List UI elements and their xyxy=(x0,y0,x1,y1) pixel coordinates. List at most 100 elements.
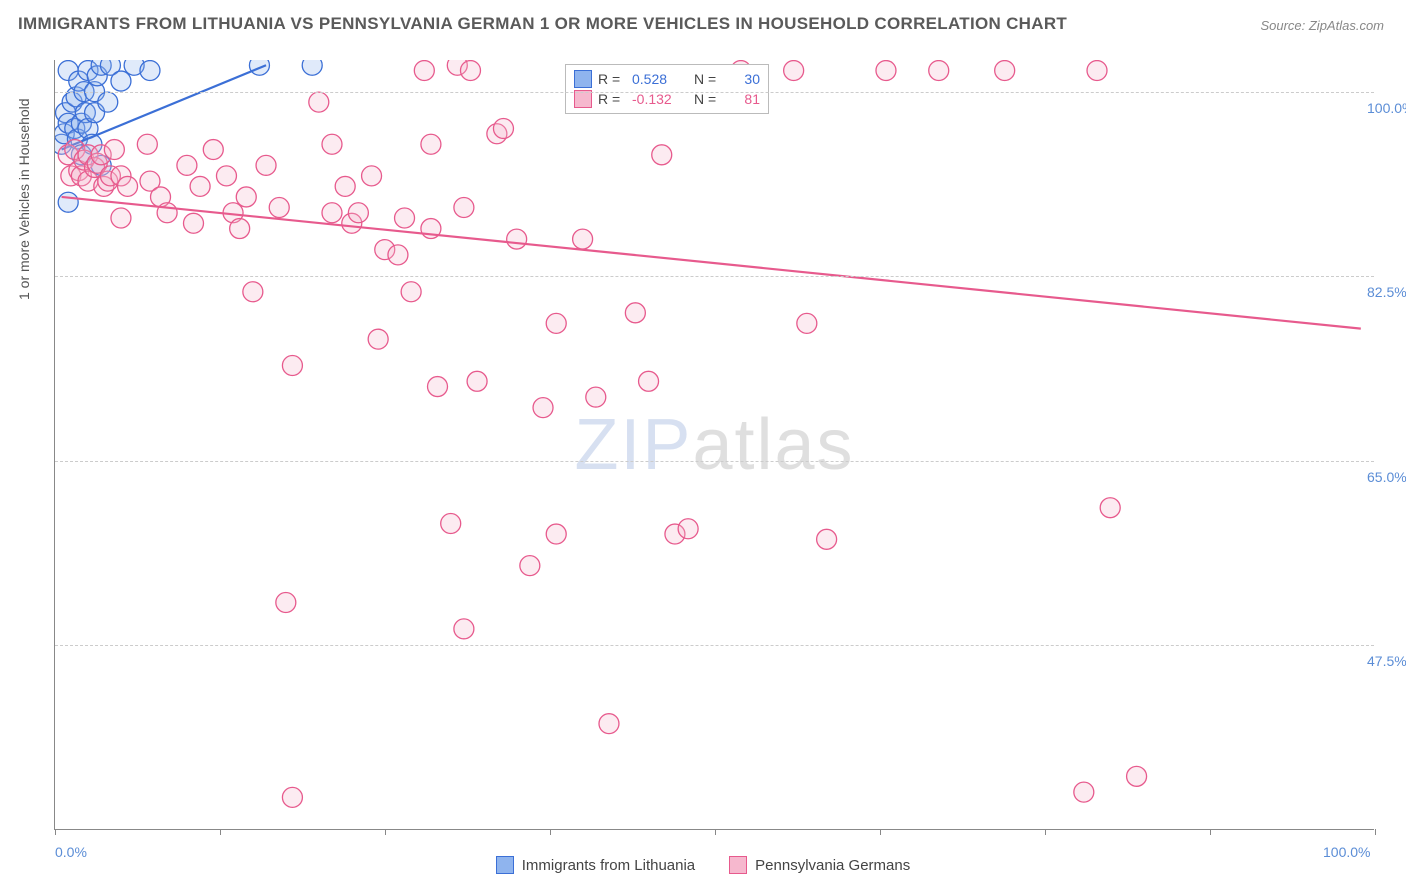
n-label: N = xyxy=(694,91,724,107)
data-point-penn_german xyxy=(546,524,566,544)
data-point-penn_german xyxy=(184,213,204,233)
x-tick xyxy=(55,829,56,835)
plot-area: ZIPatlas R = 0.528 N = 30 R = -0.132 N =… xyxy=(54,60,1374,830)
data-point-penn_german xyxy=(414,61,434,81)
scatter-svg xyxy=(55,60,1374,829)
x-tick xyxy=(1210,829,1211,835)
data-point-lithuania xyxy=(111,71,131,91)
data-point-penn_german xyxy=(678,519,698,539)
gridline xyxy=(55,461,1374,462)
y-axis-label: 1 or more Vehicles in Household xyxy=(16,98,32,300)
data-point-penn_german xyxy=(625,303,645,323)
data-point-penn_german xyxy=(876,61,896,81)
r-value-lithuania: 0.528 xyxy=(632,71,688,87)
r-value-penn: -0.132 xyxy=(632,91,688,107)
gridline xyxy=(55,92,1374,93)
data-point-penn_german xyxy=(203,140,223,160)
data-point-penn_german xyxy=(177,155,197,175)
bottom-legend: Immigrants from Lithuania Pennsylvania G… xyxy=(0,856,1406,874)
data-point-lithuania xyxy=(140,61,160,81)
data-point-penn_german xyxy=(322,203,342,223)
data-point-penn_german xyxy=(388,245,408,265)
data-point-penn_german xyxy=(322,134,342,154)
x-tick xyxy=(715,829,716,835)
data-point-penn_german xyxy=(104,140,124,160)
data-point-penn_german xyxy=(797,313,817,333)
data-point-lithuania xyxy=(58,192,78,212)
legend-row-lithuania: R = 0.528 N = 30 xyxy=(574,69,760,89)
r-label: R = xyxy=(598,71,626,87)
data-point-penn_german xyxy=(1127,766,1147,786)
y-tick-label: 82.5% xyxy=(1367,284,1406,300)
data-point-penn_german xyxy=(309,92,329,112)
data-point-penn_german xyxy=(111,208,131,228)
data-point-penn_german xyxy=(216,166,236,186)
source-label: Source: ZipAtlas.com xyxy=(1260,18,1384,33)
legend-item-lithuania: Immigrants from Lithuania xyxy=(496,856,695,874)
data-point-penn_german xyxy=(157,203,177,223)
legend-swatch-penn xyxy=(574,90,592,108)
data-point-penn_german xyxy=(137,134,157,154)
data-point-penn_german xyxy=(368,329,388,349)
data-point-penn_german xyxy=(428,377,448,397)
data-point-penn_german xyxy=(454,197,474,217)
data-point-penn_german xyxy=(395,208,415,228)
y-tick-label: 65.0% xyxy=(1367,469,1406,485)
swatch-lithuania xyxy=(496,856,514,874)
data-point-penn_german xyxy=(401,282,421,302)
data-point-penn_german xyxy=(929,61,949,81)
data-point-penn_german xyxy=(190,176,210,196)
n-value-lithuania: 30 xyxy=(730,71,760,87)
data-point-penn_german xyxy=(1074,782,1094,802)
data-point-penn_german xyxy=(335,176,355,196)
data-point-penn_german xyxy=(1087,61,1107,81)
data-point-penn_german xyxy=(256,155,276,175)
data-point-lithuania xyxy=(302,60,322,75)
data-point-penn_german xyxy=(995,61,1015,81)
legend-label-penn: Pennsylvania Germans xyxy=(755,857,910,874)
x-tick xyxy=(550,829,551,835)
data-point-lithuania xyxy=(98,92,118,112)
y-tick-label: 47.5% xyxy=(1367,653,1406,669)
gridline xyxy=(55,276,1374,277)
legend-swatch-lithuania xyxy=(574,70,592,88)
chart-title: IMMIGRANTS FROM LITHUANIA VS PENNSYLVANI… xyxy=(18,14,1067,34)
data-point-penn_german xyxy=(269,197,289,217)
data-point-penn_german xyxy=(460,61,480,81)
data-point-penn_german xyxy=(520,556,540,576)
x-tick xyxy=(1045,829,1046,835)
swatch-penn xyxy=(729,856,747,874)
data-point-penn_german xyxy=(599,714,619,734)
data-point-penn_german xyxy=(493,118,513,138)
data-point-penn_german xyxy=(282,787,302,807)
legend-item-penn: Pennsylvania Germans xyxy=(729,856,910,874)
data-point-penn_german xyxy=(441,514,461,534)
n-value-penn: 81 xyxy=(730,91,760,107)
data-point-penn_german xyxy=(639,371,659,391)
data-point-penn_german xyxy=(348,203,368,223)
data-point-penn_german xyxy=(362,166,382,186)
gridline xyxy=(55,645,1374,646)
data-point-penn_german xyxy=(817,529,837,549)
data-point-penn_german xyxy=(573,229,593,249)
data-point-penn_german xyxy=(454,619,474,639)
data-point-penn_german xyxy=(421,134,441,154)
data-point-penn_german xyxy=(507,229,527,249)
legend-label-lithuania: Immigrants from Lithuania xyxy=(522,857,695,874)
data-point-penn_german xyxy=(467,371,487,391)
data-point-penn_german xyxy=(1100,498,1120,518)
data-point-penn_german xyxy=(533,398,553,418)
data-point-penn_german xyxy=(118,176,138,196)
data-point-penn_german xyxy=(546,313,566,333)
data-point-penn_german xyxy=(243,282,263,302)
data-point-penn_german xyxy=(282,356,302,376)
data-point-penn_german xyxy=(586,387,606,407)
data-point-penn_german xyxy=(652,145,672,165)
data-point-penn_german xyxy=(230,219,250,239)
x-tick xyxy=(385,829,386,835)
x-tick xyxy=(880,829,881,835)
data-point-penn_german xyxy=(236,187,256,207)
r-label: R = xyxy=(598,91,626,107)
data-point-penn_german xyxy=(784,61,804,81)
data-point-penn_german xyxy=(276,593,296,613)
